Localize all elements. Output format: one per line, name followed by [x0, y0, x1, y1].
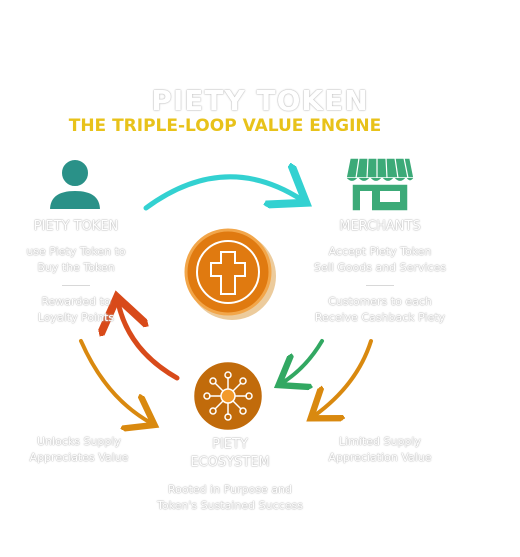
- right-side-note-line: Limited Supply: [338, 435, 421, 448]
- left-side-note-line: Unlocks Supply: [37, 435, 121, 448]
- merchant-node-subline: Receive Cashback Piety: [314, 311, 446, 324]
- user-node-divider: [62, 285, 90, 286]
- diagram-subtitle: THE TRIPLE-LOOP VALUE ENGINE: [68, 116, 382, 136]
- ecosystem-title-line: ECOSYSTEM: [190, 455, 270, 470]
- left-side-note: Unlocks Supply Appreciates Value: [0, 434, 158, 466]
- merchant-node-line: Sell Goods and Services: [313, 261, 447, 274]
- flow-arrow-ecosystem-to-user: [118, 302, 180, 381]
- ecosystem-title-line: PIETY: [212, 437, 248, 452]
- merchant-node-line: Accept Piety Token: [328, 245, 432, 258]
- merchant-node-title: MERCHANTS: [339, 219, 421, 234]
- left-side-note-line: Appreciates Value: [29, 451, 129, 464]
- merchant-node-subline: Customers to each: [328, 295, 432, 308]
- ecosystem-subline: Rooted in Purpose and: [167, 483, 293, 496]
- user-node-title: PIETY TOKEN: [33, 219, 119, 234]
- ecosystem-subline: Token's Sustained Success: [157, 499, 303, 512]
- right-side-note-line: Appreciation Value: [328, 451, 432, 464]
- user-node-line: use Piety Token to: [26, 245, 126, 258]
- network-hub-icon: [191, 359, 265, 433]
- diagram-title: PIETY TOKEN: [151, 84, 369, 117]
- user-node-subline: Loyalty Points: [37, 311, 115, 324]
- merchant-node-description: Accept Piety Token Sell Goods and Servic…: [300, 244, 460, 276]
- cross-coin-icon: [184, 228, 276, 320]
- flow-arrow-user-to-ecosystem: [79, 339, 151, 423]
- flow-arrow-user-to-merchant: [143, 177, 302, 211]
- flow-arrow-merchant-to-ecosystem: [282, 339, 324, 383]
- merchant-node-divider: [366, 285, 394, 286]
- merchant-node-cashback: Customers to each Receive Cashback Piety: [290, 294, 470, 326]
- user-node-subline: Rewarded to: [41, 295, 111, 308]
- user-node-line: Buy the Token: [37, 261, 115, 274]
- user-icon: [47, 158, 103, 211]
- user-node-description: use Piety Token to Buy the Token: [0, 244, 152, 276]
- flow-arrow-merchant-loop: [314, 339, 373, 416]
- storefront-icon: [345, 157, 415, 212]
- user-node-reward: Rewarded to Loyalty Points: [0, 294, 152, 326]
- ecosystem-node-description: Rooted in Purpose and Token's Sustained …: [110, 482, 350, 514]
- right-side-note: Limited Supply Appreciation Value: [300, 434, 460, 466]
- ecosystem-node-title: PIETY ECOSYSTEM: [150, 436, 310, 472]
